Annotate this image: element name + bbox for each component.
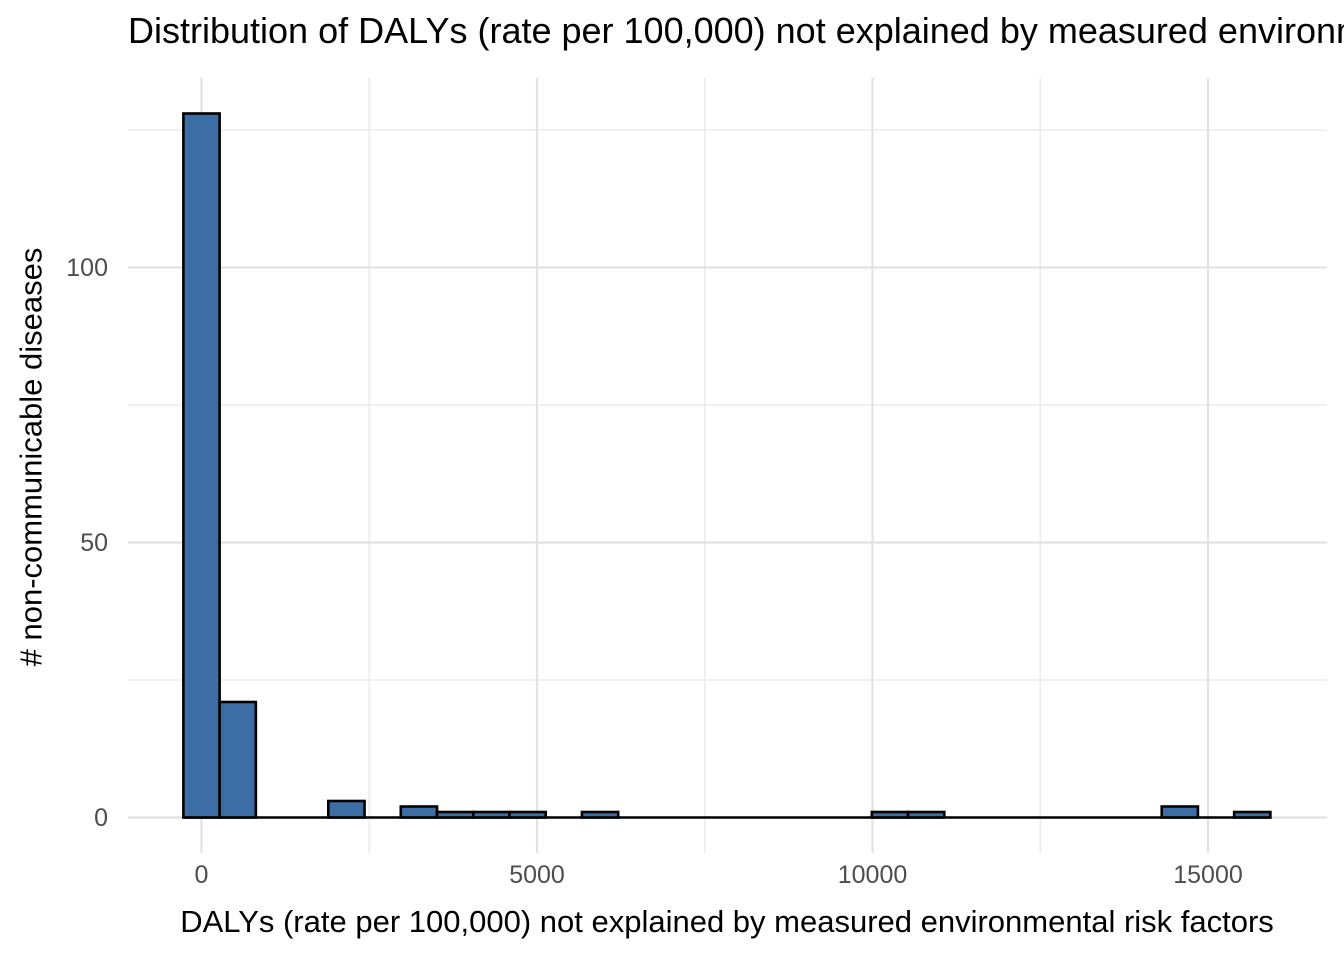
y-axis-tick-label: 50: [80, 528, 108, 557]
y-axis-tick-label: 100: [66, 253, 108, 282]
x-axis-tick-label: 10000: [837, 861, 908, 889]
histogram-bar: [1232, 810, 1272, 819]
x-axis-title: DALYs (rate per 100,000) not explained b…: [180, 904, 1274, 939]
histogram-bar: [1160, 805, 1200, 819]
x-axis-tick-label: 15000: [1173, 861, 1243, 889]
histogram-bar: [508, 810, 548, 819]
histogram-bar: [435, 810, 475, 819]
histogram-bar: [471, 810, 511, 819]
histogram-bar: [327, 799, 366, 819]
histogram-bar: [870, 810, 910, 819]
histogram-bar: [182, 112, 221, 819]
y-axis-title: # non-communicable diseases: [13, 247, 49, 667]
histogram-bar: [580, 810, 620, 819]
y-axis-tick-label: 0: [94, 803, 108, 832]
x-axis-tick-label: 0: [194, 861, 209, 889]
histogram-bar: [399, 805, 439, 819]
histogram-bar: [906, 810, 946, 819]
x-axis-tick-label: 5000: [509, 861, 565, 889]
histogram-bar: [218, 700, 258, 819]
chart-title: Distribution of DALYs (rate per 100,000)…: [128, 10, 1344, 51]
